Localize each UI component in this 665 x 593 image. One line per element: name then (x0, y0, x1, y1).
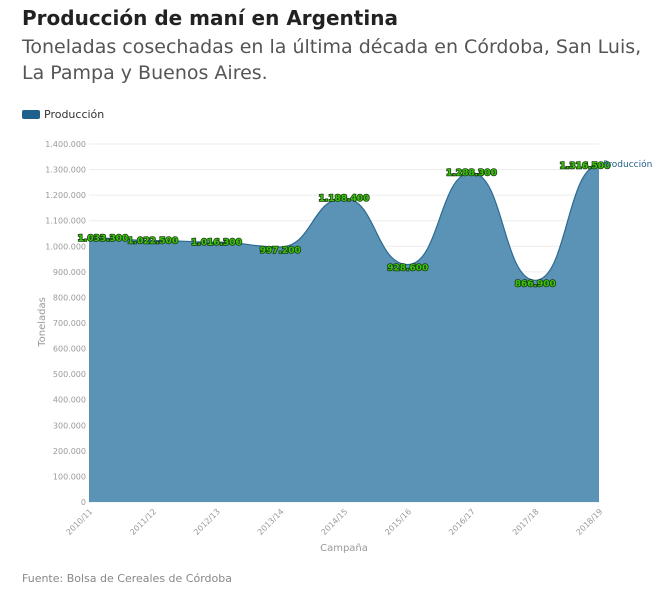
x-tick-label: 2015/16 (383, 507, 413, 537)
x-tick-label: 2012/13 (192, 507, 222, 537)
y-tick-label: 800.000 (53, 293, 86, 302)
y-tick-label: 200.000 (53, 447, 86, 456)
legend-label: Producción (44, 108, 105, 121)
data-label: 928.600 (387, 264, 428, 274)
y-tick-label: 1.000.000 (45, 242, 86, 251)
y-axis-title: Toneladas (37, 297, 48, 348)
source-note: Fuente: Bolsa de Cereales de Córdoba (22, 572, 232, 585)
y-tick-label: 300.000 (53, 421, 86, 430)
y-tick-label: 700.000 (53, 319, 86, 328)
y-tick-label: 1.300.000 (45, 166, 86, 175)
area-line (88, 164, 600, 281)
area-fill (89, 165, 599, 502)
x-tick-label: 2014/15 (320, 507, 350, 537)
x-axis-title: Campaña (320, 543, 368, 554)
series-end-label: Producción (603, 159, 652, 170)
y-tick-label: 1.100.000 (45, 217, 86, 226)
x-tick-label: 2018/19 (575, 507, 605, 537)
area-series (88, 164, 600, 502)
data-label: 1.022.500 (127, 237, 178, 247)
data-label: 1.033.300 (78, 234, 129, 244)
x-tick-label: 2010/11 (65, 507, 95, 537)
y-tick-label: 1.400.000 (45, 140, 86, 149)
data-label: 997.200 (260, 246, 301, 256)
area-chart: 0 100.000 200.000 300.000 400.000 500.000 600.… (37, 140, 652, 554)
x-tick-label: 2017/18 (511, 507, 541, 537)
y-tick-label: 100.000 (53, 472, 86, 481)
y-tick-label: 400.000 (53, 396, 86, 405)
data-label: 866.900 (515, 279, 556, 289)
chart-subtitle: Toneladas cosechadas en la última década… (22, 36, 642, 84)
legend-swatch (22, 110, 40, 119)
legend[interactable]: Producción (22, 108, 104, 121)
x-axis-ticks: 2010/11 2011/12 2012/13 2013/14 2014/15 2015/… (65, 507, 605, 537)
y-tick-label: 900.000 (53, 268, 86, 277)
y-axis-ticks: 0 100.000 200.000 300.000 400.000 500.000 600.… (45, 140, 86, 507)
data-label: 1.188.400 (319, 194, 370, 204)
y-tick-label: 1.200.000 (45, 191, 86, 200)
data-label: 1.288.300 (446, 169, 497, 179)
y-tick-label: 0 (81, 498, 86, 507)
x-tick-label: 2013/14 (256, 507, 286, 537)
x-tick-label: 2016/17 (447, 507, 477, 537)
data-label: 1.316.500 (560, 161, 611, 171)
data-label: 1.016.300 (191, 238, 242, 248)
data-labels: 1.033.300 1.022.500 1.016.300 997.200 1.188.… (77, 161, 611, 291)
x-tick-label: 2011/12 (128, 507, 158, 537)
y-tick-label: 600.000 (53, 345, 86, 354)
chart-title: Producción de maní en Argentina (22, 6, 398, 30)
y-tick-label: 500.000 (53, 370, 86, 379)
